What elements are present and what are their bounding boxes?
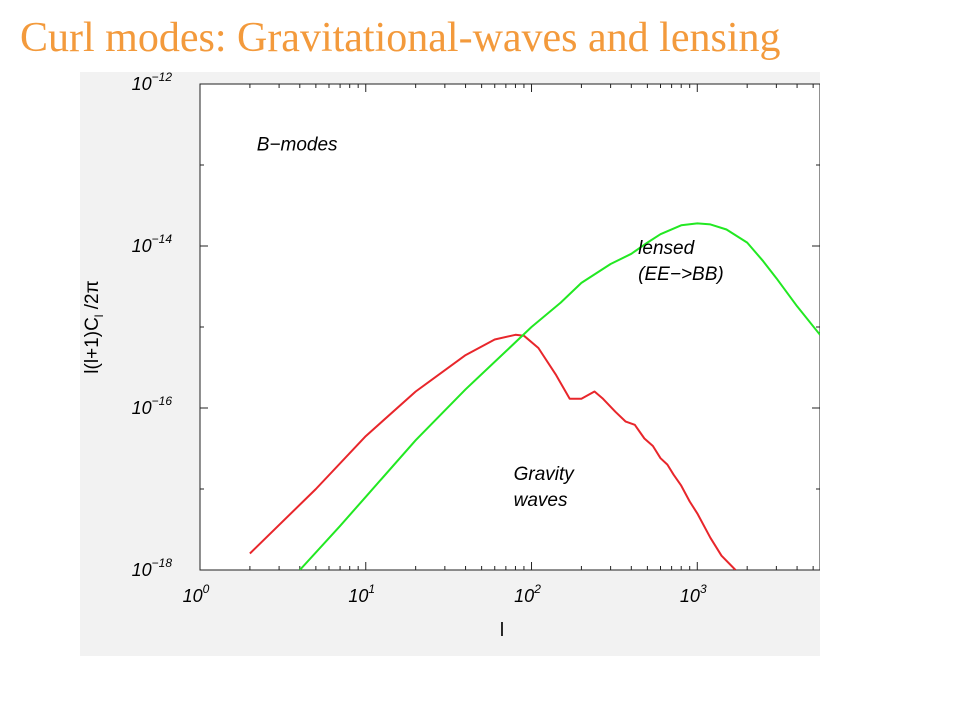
annotation-1: B−modes	[257, 135, 338, 156]
x-tick-label: 102	[514, 582, 541, 606]
x-axis-label: l	[500, 620, 504, 641]
x-tick-label: 103	[680, 582, 707, 606]
chart-panel: 100 101 102 103 10−12 10−14 10−16 10−18 l l(l+1)C…	[80, 72, 820, 656]
series-line-2	[299, 222, 820, 570]
x-tick-label: 101	[348, 582, 375, 606]
y-axis-label: l(l+1)Cl /2π	[82, 280, 106, 373]
chart-svg: 100 101 102 103 10−12 10−14 10−16 10−18 l l(l+1)C…	[82, 72, 820, 641]
annotation-2: lensed	[638, 238, 695, 259]
slide-title: Curl modes: Gravitational-waves and lens…	[20, 15, 781, 61]
plot-area	[199, 83, 820, 571]
y-tick-label: 10−14	[132, 232, 173, 256]
annotation-3: Gravity	[514, 464, 576, 485]
y-tick-label: 10−18	[132, 556, 173, 580]
x-tick-label: 100	[183, 582, 210, 606]
annotation-3: waves	[514, 490, 568, 511]
y-tick-label: 10−12	[132, 72, 173, 94]
series-line-1	[249, 333, 737, 570]
y-tick-label: 10−16	[132, 394, 173, 418]
annotation-2: (EE−>BB)	[638, 264, 724, 285]
